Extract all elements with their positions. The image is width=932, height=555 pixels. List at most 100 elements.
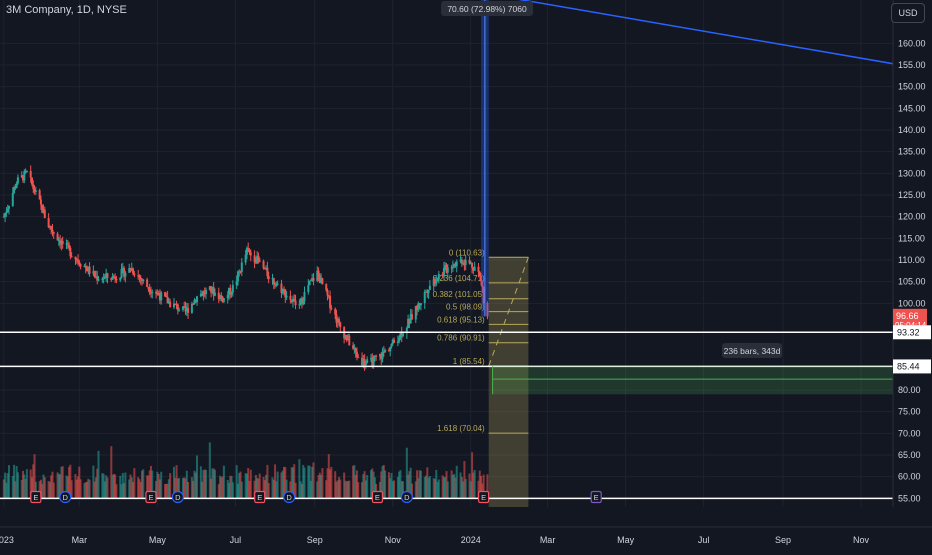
candle-body — [318, 275, 321, 284]
candle-body — [208, 286, 211, 290]
volume-bar — [115, 484, 118, 499]
candle-body — [391, 339, 394, 345]
volume-bar — [70, 480, 73, 499]
volume-bar — [11, 475, 14, 499]
candle-body — [29, 171, 32, 178]
dividend-marker[interactable] — [59, 490, 72, 504]
candle-body — [451, 266, 454, 268]
volume-bar — [460, 476, 463, 499]
volume-bar — [141, 470, 144, 499]
candle-body — [79, 264, 82, 267]
volume-bar — [52, 482, 55, 499]
candle-body — [263, 268, 266, 270]
volume-bar — [146, 475, 149, 499]
volume-bar — [409, 467, 412, 499]
candle-body — [201, 293, 204, 296]
earnings-marker[interactable] — [145, 490, 157, 504]
volume-bar — [32, 464, 35, 499]
candle-body — [164, 292, 167, 297]
volume-bar — [178, 478, 181, 499]
candle-body — [275, 284, 278, 286]
candle-body — [382, 351, 385, 353]
time-tick-label: 2024 — [461, 535, 481, 545]
volume-bar — [106, 477, 109, 499]
price-axis[interactable]: 160.00 155.00 150.00 145.00 140.00 135.00 130.… — [892, 0, 932, 507]
candles — [2, 165, 489, 371]
volume-bar — [325, 480, 328, 499]
marker-label: E — [33, 493, 38, 502]
earnings-marker[interactable] — [254, 490, 266, 504]
volume-bar — [137, 477, 140, 499]
volume-bar — [425, 475, 428, 499]
time-axis[interactable]: 2023 Mar May Jul Sep Nov 2024 Mar May Jul Sep Nov — [0, 526, 932, 545]
volume-bar — [87, 478, 90, 499]
price-tick-label: 110.00 — [898, 255, 925, 265]
volume-bar — [220, 477, 223, 499]
candle-body — [103, 276, 106, 279]
candle-body — [338, 319, 341, 323]
dividend-marker[interactable] — [283, 490, 296, 504]
volume-bar — [183, 477, 186, 499]
candle-body — [22, 175, 25, 181]
volume-bar — [459, 472, 462, 499]
volume-bar — [121, 473, 124, 499]
dividend-marker[interactable] — [400, 490, 413, 504]
volume-bar — [334, 471, 337, 499]
candle-body — [486, 303, 489, 317]
candle-body — [203, 291, 206, 294]
price-tick-label: 105.00 — [898, 277, 926, 287]
volume-bar — [96, 468, 99, 499]
volume-bar — [24, 479, 27, 499]
range-box[interactable] — [492, 366, 893, 395]
volume-bar — [236, 483, 239, 499]
candle-body — [298, 304, 301, 306]
volume-bar — [283, 466, 286, 499]
volume-bar — [311, 466, 314, 499]
volume-bar — [181, 478, 184, 499]
candle-body — [83, 266, 86, 268]
range-label-box — [722, 343, 782, 358]
volume-bar — [210, 478, 213, 499]
volume-bar — [57, 473, 60, 499]
candle-body — [329, 295, 332, 308]
earnings-marker[interactable] — [478, 490, 490, 504]
candle-body — [370, 357, 373, 360]
volume-bar — [212, 468, 215, 499]
candle-body — [276, 283, 279, 285]
candle-body — [30, 177, 33, 185]
measure-tool[interactable]: 70.60 (72.98%) 7060 — [441, 0, 534, 317]
volume-bar — [423, 476, 426, 499]
dividend-marker[interactable] — [171, 490, 184, 504]
candle-body — [199, 293, 202, 297]
candle-body — [433, 279, 436, 284]
volume-bar — [249, 469, 252, 499]
trend-line[interactable] — [397, 0, 894, 65]
volume-bar — [97, 450, 100, 499]
volume-bar — [436, 481, 439, 499]
volume-bar — [235, 465, 238, 499]
volume-bar — [194, 472, 197, 499]
horizontal-line-badge — [893, 325, 931, 340]
volume-bar — [272, 479, 275, 499]
horizontal-line-label: 85.44 — [897, 361, 920, 371]
volume-bar — [176, 478, 179, 499]
trend-line-segment[interactable] — [397, 0, 894, 65]
volume-bar — [463, 461, 466, 499]
earnings-marker[interactable] — [371, 490, 384, 504]
volume-bar — [291, 467, 294, 499]
volume-bar — [133, 468, 136, 499]
currency-button[interactable]: USD — [891, 3, 925, 23]
candle-body — [339, 322, 342, 328]
price-tick-label: 150.00 — [898, 82, 926, 92]
candle-body — [262, 260, 265, 269]
date-range-tool[interactable]: 236 bars, 343d — [492, 343, 893, 395]
candle-body — [289, 295, 292, 300]
volume-bar — [94, 477, 97, 499]
earnings-marker[interactable] — [590, 490, 602, 504]
earnings-marker[interactable] — [30, 490, 42, 504]
price-tick-label: 55.00 — [898, 493, 921, 503]
volume-bar — [426, 467, 429, 499]
